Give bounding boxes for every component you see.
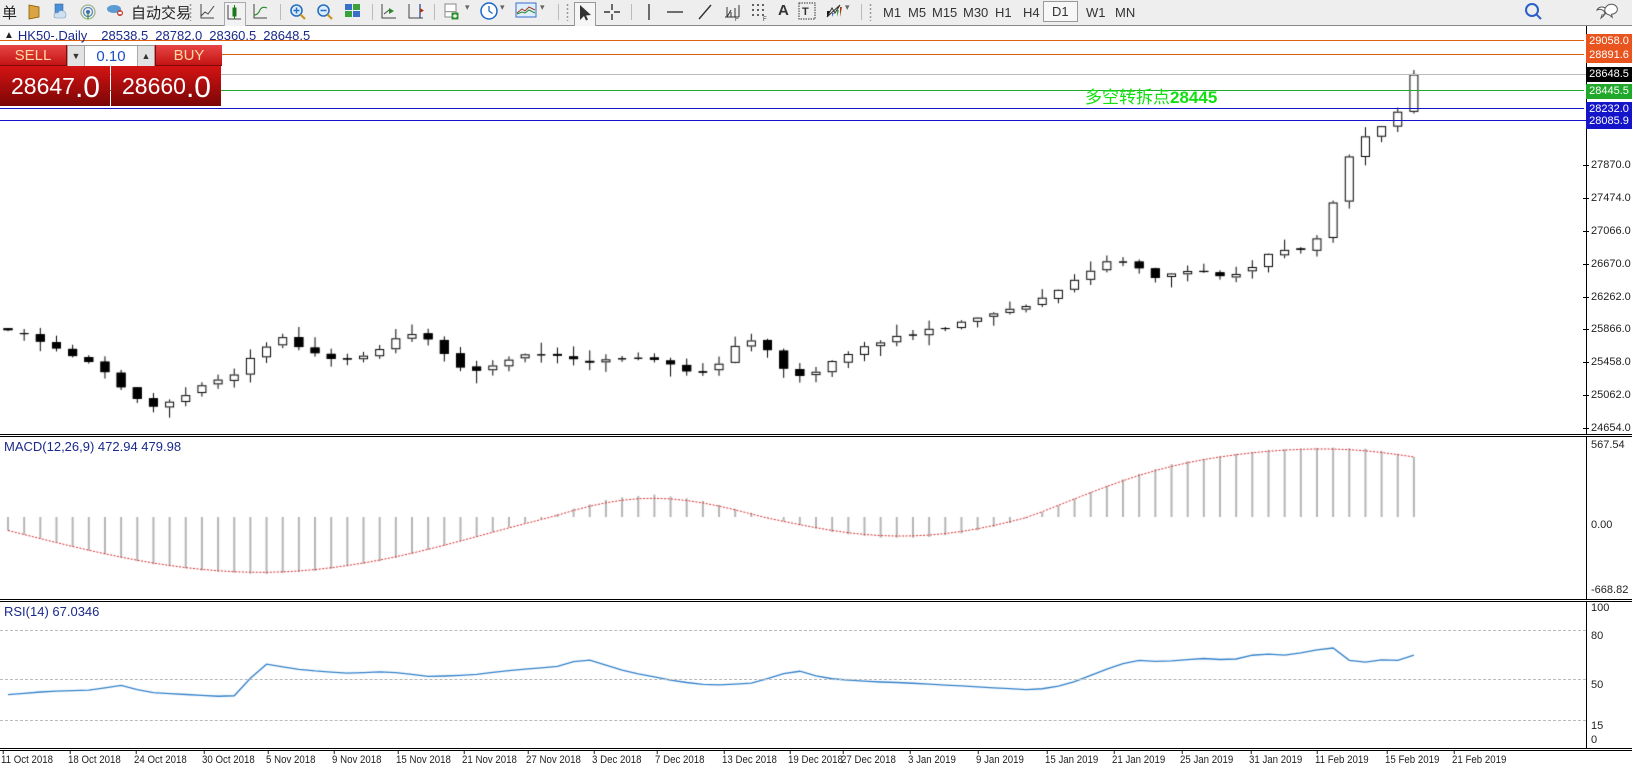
svg-text:F: F bbox=[735, 17, 739, 22]
svg-text:F: F bbox=[763, 17, 767, 22]
svg-text:T: T bbox=[802, 6, 809, 18]
